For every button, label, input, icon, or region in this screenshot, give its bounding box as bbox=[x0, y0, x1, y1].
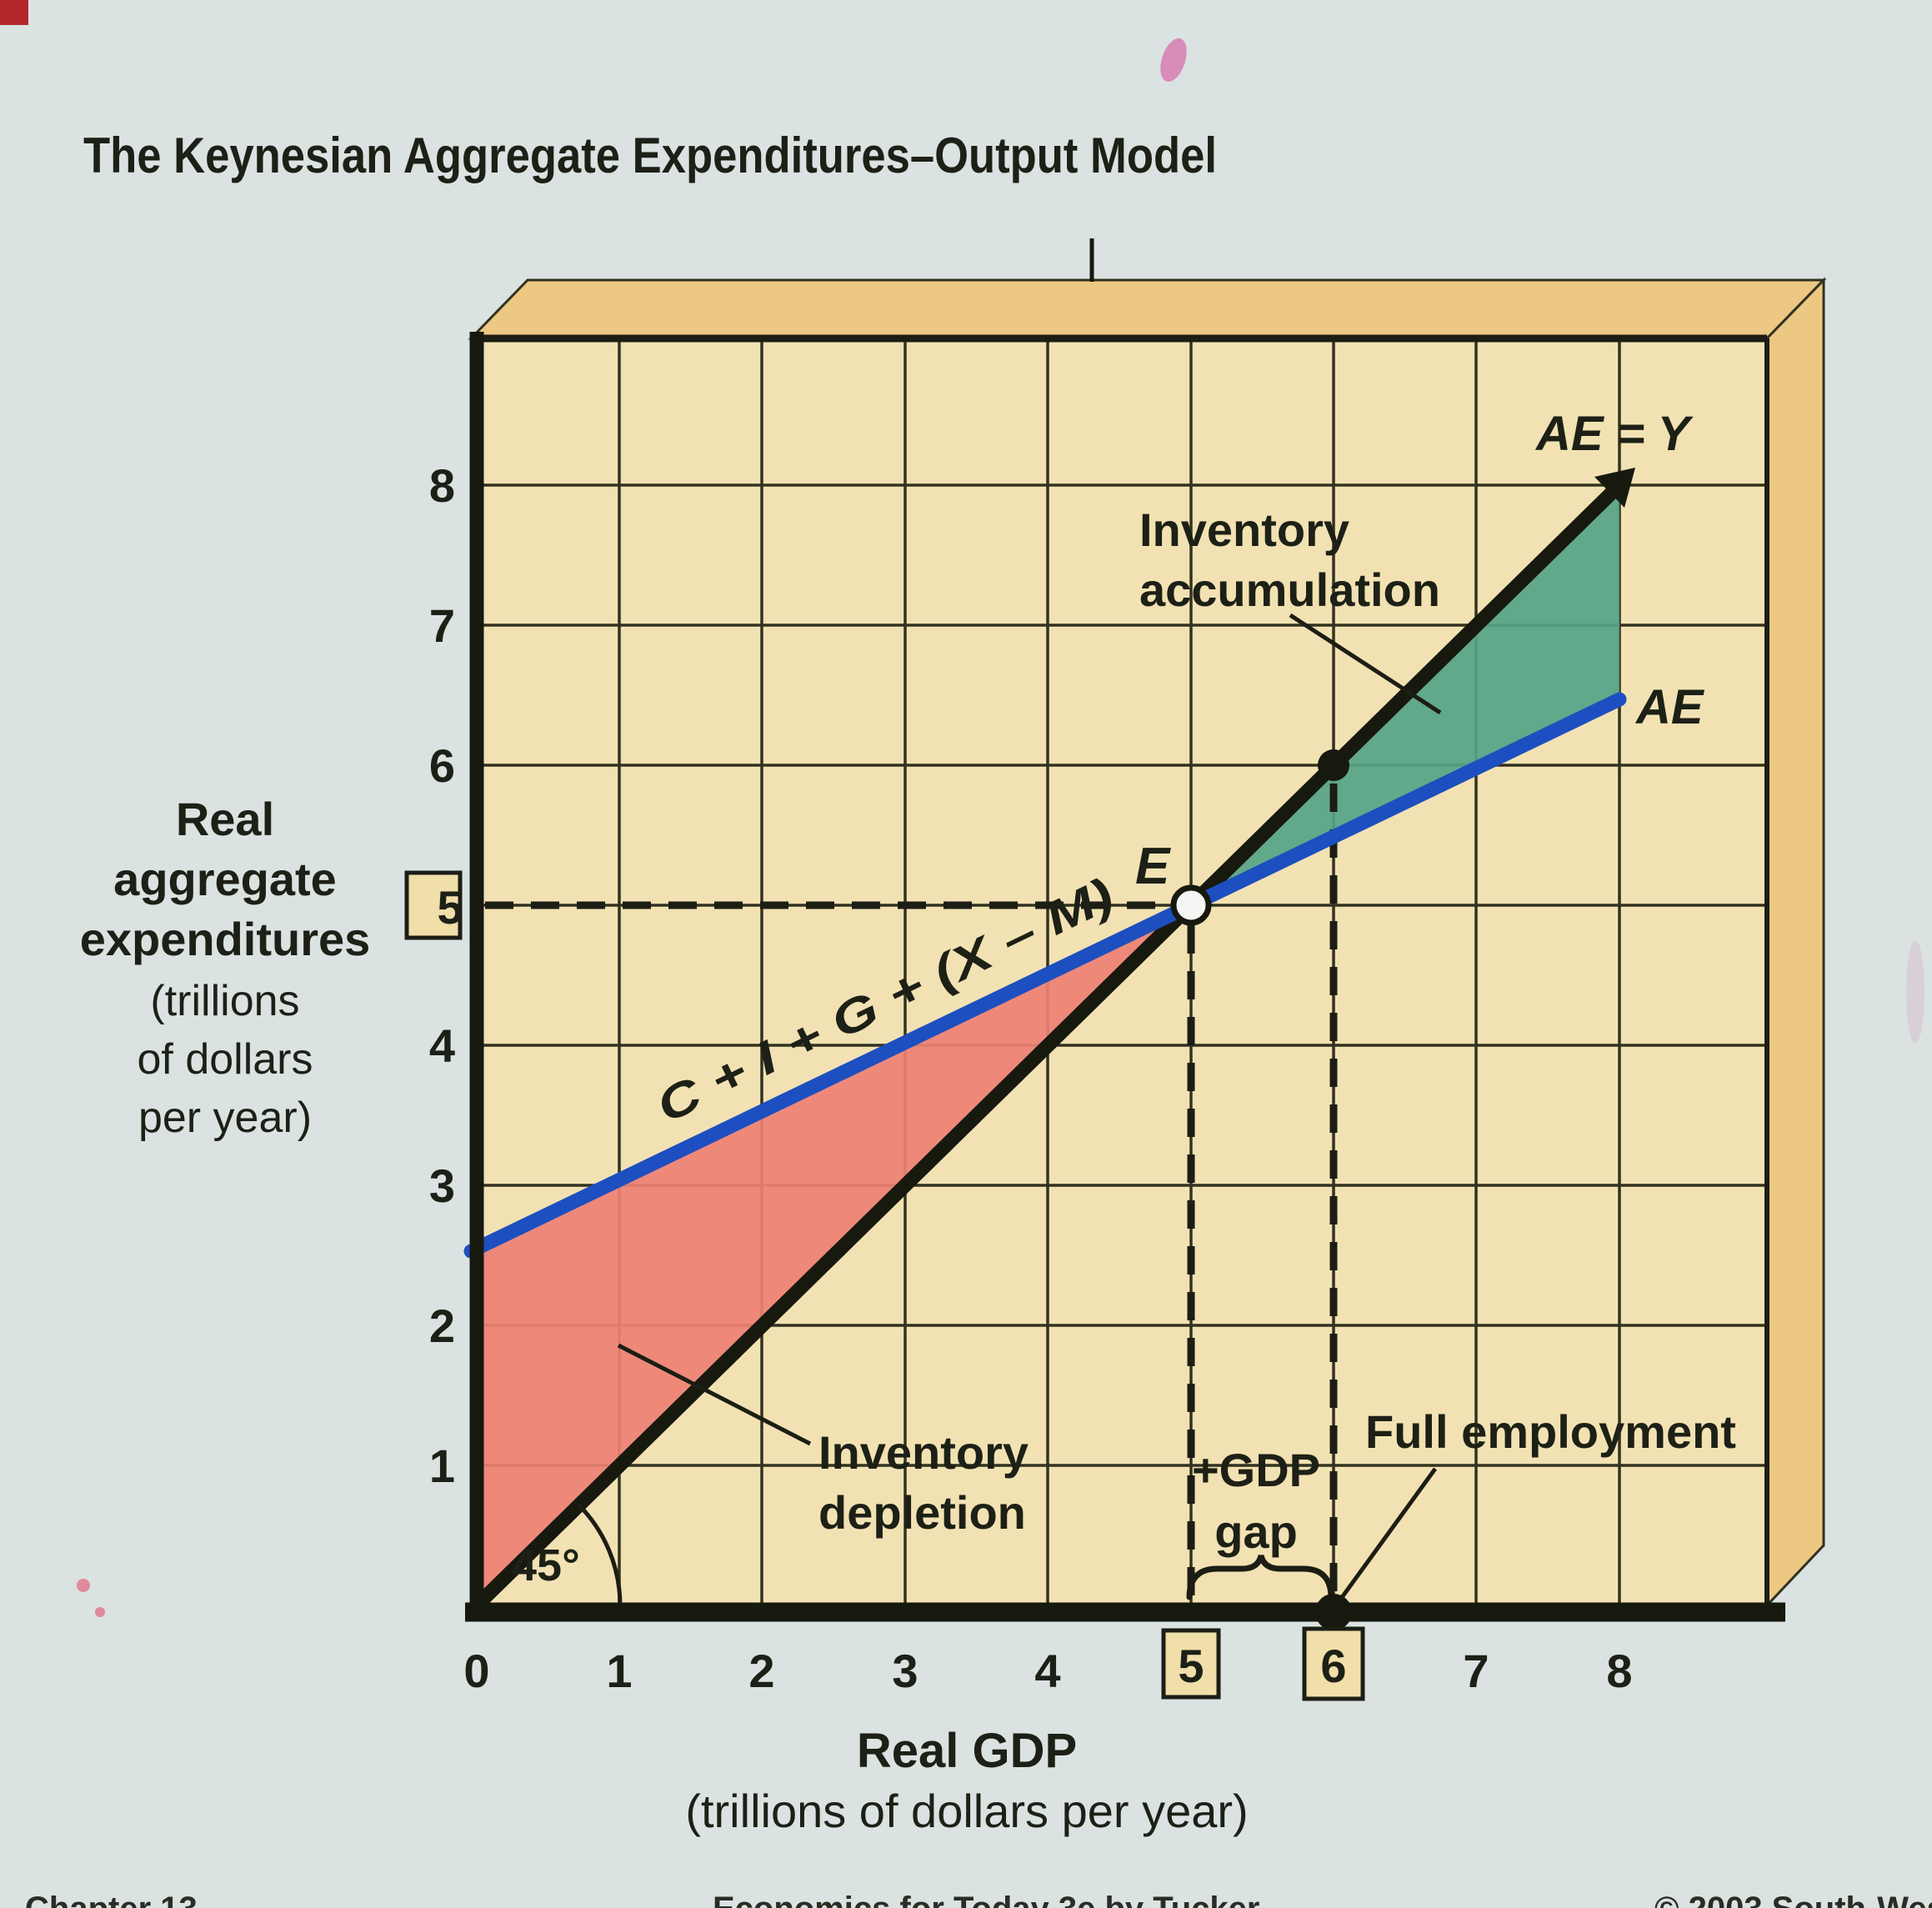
inventory-accumulation-label-line2: accumulation bbox=[1139, 563, 1440, 616]
ae-line bbox=[463, 692, 1627, 1259]
ae-equals-y-label: AE = Y bbox=[1534, 407, 1694, 461]
x-tick-box-5 bbox=[1161, 1628, 1221, 1700]
pink-smudge bbox=[1160, 38, 1187, 83]
footer-strip: Chapter 13 Economics for Today 3e by Tuc… bbox=[0, 1885, 1932, 1908]
intersection-dot-45line-full-employment bbox=[1318, 749, 1349, 781]
panel-right-face bbox=[1765, 277, 1825, 1609]
footer-center: Economics for Today 3e by Tucker bbox=[713, 1890, 1259, 1908]
y-axis-title-line1: Real bbox=[176, 793, 274, 845]
faint-smudge bbox=[1906, 940, 1924, 1044]
x-tick-8: 8 bbox=[1606, 1645, 1632, 1697]
y-tick-8: 8 bbox=[429, 459, 455, 512]
x-tick-6-boxed: 6 bbox=[1320, 1640, 1346, 1692]
y-tick-3: 3 bbox=[429, 1159, 455, 1212]
dashed-guides bbox=[485, 784, 1338, 1599]
panel-top-face bbox=[468, 278, 1827, 340]
gdp-gap-label-line2: gap bbox=[1214, 1505, 1298, 1558]
x-axis-subtitle: (trillions of dollars per year) bbox=[685, 1785, 1248, 1837]
full-employment-pointer-line bbox=[1334, 1467, 1438, 1607]
angle-45-label: 45° bbox=[512, 1540, 580, 1590]
45-degree-line bbox=[468, 478, 1627, 1615]
y-axis-units-line1: (trillions bbox=[150, 977, 299, 1025]
x-tick-2: 2 bbox=[748, 1645, 774, 1697]
scan-corner-mark bbox=[0, 0, 28, 25]
footer-left: Chapter 13 bbox=[25, 1890, 198, 1908]
equilibrium-point bbox=[1170, 884, 1212, 926]
x-tick-4: 4 bbox=[1034, 1645, 1060, 1697]
inventory-depletion-label-line2: depletion bbox=[818, 1486, 1026, 1539]
y-tick-7: 7 bbox=[429, 599, 455, 652]
angle-arc bbox=[577, 1503, 623, 1605]
gdp-gap-brace bbox=[1186, 1555, 1334, 1600]
full-employment-axis-dot bbox=[1315, 1594, 1352, 1630]
y-tick-5-boxed: 5 bbox=[437, 881, 463, 934]
x-tick-7: 7 bbox=[1463, 1645, 1489, 1697]
y-tick-1: 1 bbox=[429, 1440, 455, 1492]
inventory-depletion-pointer-line bbox=[617, 1343, 812, 1446]
y-tick-box-5 bbox=[404, 870, 463, 940]
x-tick-1: 1 bbox=[606, 1645, 632, 1697]
full-employment-label: Full employment bbox=[1365, 1405, 1736, 1458]
ae-label: AE bbox=[1634, 680, 1705, 734]
inventory-accumulation-label-line1: Inventory bbox=[1139, 503, 1349, 556]
x-tick-3: 3 bbox=[892, 1645, 918, 1697]
pink-dot bbox=[95, 1607, 105, 1617]
x-tick-0: 0 bbox=[463, 1645, 489, 1697]
y-tick-labels: 8 7 6 5 4 3 2 1 bbox=[429, 459, 463, 1492]
gdp-gap-label-line1: +GDP bbox=[1192, 1444, 1320, 1496]
equilibrium-label: E bbox=[1135, 838, 1171, 895]
footer-right: © 2003 South-West bbox=[1654, 1890, 1932, 1908]
y-axis-title-line3: expenditures bbox=[80, 913, 371, 965]
figure-title: The Keynesian Aggregate Expenditures–Out… bbox=[83, 128, 1217, 183]
y-tick-4: 4 bbox=[429, 1019, 455, 1072]
x-tick-5-boxed: 5 bbox=[1178, 1640, 1204, 1692]
y-tick-2: 2 bbox=[429, 1300, 455, 1352]
y-axis-title: Real aggregate expenditures (trillions o… bbox=[80, 793, 371, 1142]
45-degree-line-arrowhead bbox=[1594, 468, 1635, 508]
inventory-accumulation-pointer-line bbox=[1289, 613, 1442, 715]
y-axis-units-line3: per year) bbox=[138, 1094, 312, 1142]
y-axis-title-line2: aggregate bbox=[113, 853, 337, 905]
y-tick-6: 6 bbox=[429, 739, 455, 792]
x-axis-title: Real GDP bbox=[857, 1724, 1077, 1778]
x-tick-box-6 bbox=[1302, 1626, 1365, 1701]
inventory-depletion-label-line1: Inventory bbox=[818, 1426, 1029, 1479]
pink-dot bbox=[77, 1579, 90, 1592]
y-axis-units-line2: of dollars bbox=[138, 1035, 313, 1084]
x-tick-labels: 0 1 2 3 4 5 6 7 8 bbox=[463, 1640, 1632, 1697]
